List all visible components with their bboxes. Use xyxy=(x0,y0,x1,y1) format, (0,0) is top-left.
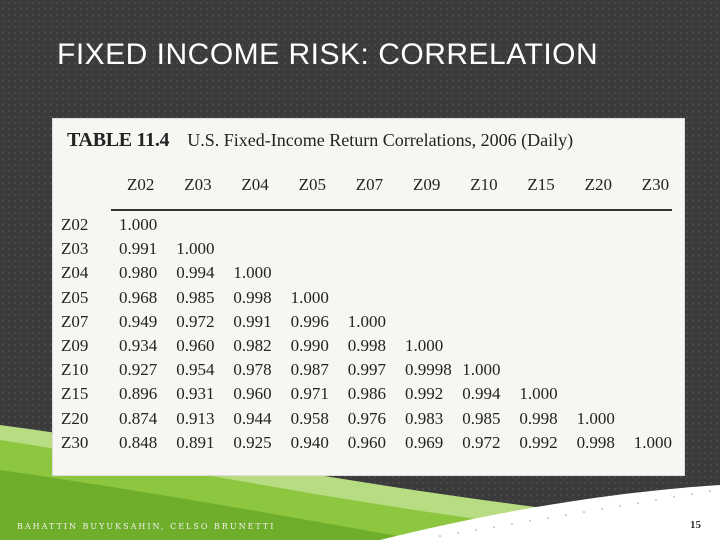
table-cell: 0.982 xyxy=(233,336,272,355)
table-cell: 0.874 xyxy=(119,408,158,428)
header-rule xyxy=(111,209,672,211)
table-cell: 0.980 xyxy=(119,263,158,283)
row-header: Z10 xyxy=(61,360,89,380)
table-cell: 0.992 xyxy=(519,432,558,452)
column-header: Z02 xyxy=(127,175,155,194)
table-cell: 1.000 xyxy=(576,408,615,428)
table-cell: 0.998 xyxy=(519,408,558,428)
table-number: TABLE 11.4 xyxy=(67,129,170,151)
table-cell: 0.934 xyxy=(119,336,158,355)
table-cell: 1.000 xyxy=(233,263,272,283)
correlation-table-image: TABLE 11.4 U.S. Fixed-Income Return Corr… xyxy=(53,119,684,475)
row-header: Z30 xyxy=(61,432,89,452)
table-cell: 0.944 xyxy=(233,408,272,428)
table-cell: 0.960 xyxy=(233,384,272,404)
row-header: Z02 xyxy=(61,215,89,234)
table-cell: 0.968 xyxy=(119,287,158,307)
table-cell: 0.991 xyxy=(233,311,272,331)
row-header: Z20 xyxy=(61,408,89,428)
column-header: Z15 xyxy=(527,175,555,194)
table-cell: 0.983 xyxy=(405,408,444,428)
table-cell: 1.000 xyxy=(633,432,673,452)
column-header: Z04 xyxy=(241,175,269,194)
table-cell: 0.891 xyxy=(176,432,215,452)
table-cell: 0.949 xyxy=(119,311,158,331)
table-cell: 1.000 xyxy=(462,360,501,380)
row-header: Z15 xyxy=(61,384,89,404)
slide-title: FIXED INCOME RISK: CORRELATION xyxy=(57,38,599,71)
table-cell: 1.000 xyxy=(347,311,387,331)
table-cell: 0.927 xyxy=(119,360,158,380)
column-header: Z10 xyxy=(470,175,498,194)
table-cell: 0.976 xyxy=(347,408,387,428)
footer-authors: BAHATTIN BUYUKSAHIN, CELSO BRUNETTI xyxy=(17,522,276,531)
table-cell: 0.986 xyxy=(347,384,387,404)
table-caption: TABLE 11.4 U.S. Fixed-Income Return Corr… xyxy=(67,129,573,152)
table-cell: 0.985 xyxy=(462,408,501,428)
table-cell: 1.000 xyxy=(119,215,158,234)
row-header: Z09 xyxy=(61,336,89,355)
table-cell: 0.925 xyxy=(233,432,272,452)
table-cell: 0.998 xyxy=(347,336,387,355)
column-header: Z30 xyxy=(641,175,670,194)
table-cell: 0.958 xyxy=(290,408,329,428)
table-cell: 1.000 xyxy=(519,384,558,404)
table-cell: 0.994 xyxy=(176,263,215,283)
table-cell: 0.960 xyxy=(176,336,215,355)
column-header: Z03 xyxy=(184,175,212,194)
table-cell: 0.998 xyxy=(576,432,615,452)
column-header: Z05 xyxy=(298,175,326,194)
table-cell: 0.990 xyxy=(290,336,329,355)
row-header: Z07 xyxy=(61,311,89,331)
table-cell: 0.997 xyxy=(347,360,387,380)
column-header: Z07 xyxy=(355,175,384,194)
table-cell: 0.896 xyxy=(119,384,158,404)
table-cell: 0.992 xyxy=(405,384,444,404)
row-header: Z04 xyxy=(61,263,89,283)
table-cell: 0.972 xyxy=(176,311,215,331)
column-header: Z09 xyxy=(413,175,441,194)
column-header: Z20 xyxy=(584,175,612,194)
table-cell: 0.954 xyxy=(176,360,215,380)
table-cell: 0.971 xyxy=(290,384,329,404)
table-cell: 1.000 xyxy=(176,239,215,259)
table-cell: 0.978 xyxy=(233,360,272,380)
table-cell: 0.998 xyxy=(233,287,272,307)
table-cell: 1.000 xyxy=(405,336,444,355)
table-cell: 0.994 xyxy=(462,384,501,404)
table-cell: 0.985 xyxy=(176,287,215,307)
table-cell: 0.913 xyxy=(176,408,215,428)
row-header: Z03 xyxy=(61,239,89,259)
table-cell: 0.931 xyxy=(176,384,215,404)
table-cell: 1.000 xyxy=(290,287,329,307)
table-cell: 0.960 xyxy=(347,432,387,452)
table-cell: 0.848 xyxy=(119,432,158,452)
table-description: U.S. Fixed-Income Return Correlations, 2… xyxy=(187,130,574,150)
table-cell: 0.996 xyxy=(290,311,329,331)
table-cell: 0.9998 xyxy=(405,360,452,380)
page-number: 15 xyxy=(690,519,701,531)
table-cell: 0.940 xyxy=(290,432,329,452)
table-cell: 0.991 xyxy=(119,239,158,259)
table-cell: 0.969 xyxy=(405,432,444,452)
row-header: Z05 xyxy=(61,287,89,307)
table-cell: 0.972 xyxy=(462,432,501,452)
table-cell: 0.987 xyxy=(290,360,329,380)
